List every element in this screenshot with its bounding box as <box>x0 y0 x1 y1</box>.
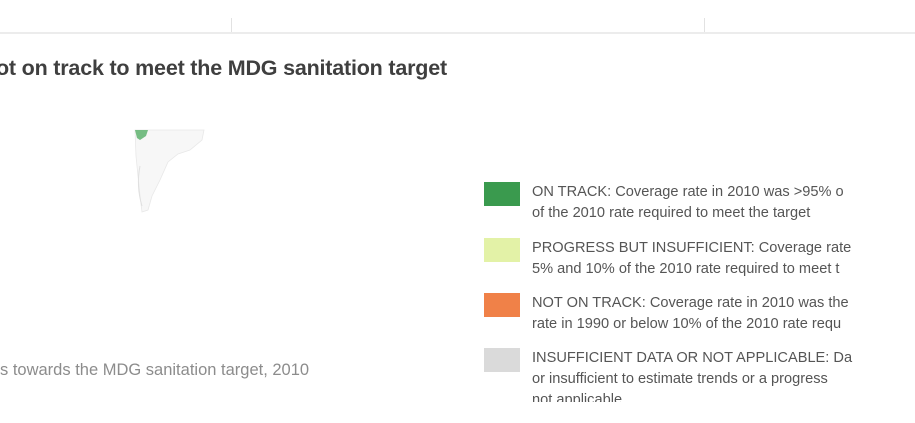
map-on-track-region <box>135 130 148 140</box>
legend-line: rate in 1990 or below 10% of the 2010 ra… <box>532 316 842 332</box>
map-coastline <box>137 165 143 207</box>
legend-line: PROGRESS BUT INSUFFICIENT: Coverage rate <box>532 240 852 256</box>
map-caption: s towards the MDG sanitation target, 201… <box>0 361 310 379</box>
header-divider-tick <box>704 18 705 32</box>
legend-line: or insufficient to estimate trends or a … <box>532 371 828 387</box>
legend-swatch-not-on-track <box>484 293 520 317</box>
legend-line: not applicable <box>532 392 623 402</box>
legend-line: ON TRACK: Coverage rate in 2010 was >95%… <box>532 184 844 200</box>
legend-swatch-insufficient-data <box>484 348 520 372</box>
legend-item-progress-insufficient: PROGRESS BUT INSUFFICIENT: Coverage rate… <box>484 236 915 282</box>
legend-line: 5% and 10% of the 2010 rate required to … <box>532 261 840 277</box>
south-america-map <box>134 129 205 213</box>
legend-swatch-on-track <box>484 182 520 206</box>
map-land <box>134 129 205 213</box>
legend-line: NOT ON TRACK: Coverage rate in 2010 was … <box>532 295 849 311</box>
legend-text: NOT ON TRACK: Coverage rate in 2010 was … <box>532 293 915 335</box>
legend-text: INSUFFICIENT DATA OR NOT APPLICABLE: Da … <box>532 348 915 402</box>
map-title: ot on track to meet the MDG sanitation t… <box>0 56 447 80</box>
legend-line: INSUFFICIENT DATA OR NOT APPLICABLE: Da <box>532 350 853 366</box>
legend-text: ON TRACK: Coverage rate in 2010 was >95%… <box>532 182 915 224</box>
header-divider <box>0 32 915 34</box>
legend-line: of the 2010 rate required to meet the ta… <box>532 205 811 221</box>
legend-item-insufficient-data: INSUFFICIENT DATA OR NOT APPLICABLE: Da … <box>484 346 915 402</box>
header-divider-tick <box>231 18 232 32</box>
legend-item-not-on-track: NOT ON TRACK: Coverage rate in 2010 was … <box>484 291 915 337</box>
legend-swatch-progress-insufficient <box>484 238 520 262</box>
legend-item-on-track: ON TRACK: Coverage rate in 2010 was >95%… <box>484 180 915 226</box>
map-legend: ON TRACK: Coverage rate in 2010 was >95%… <box>484 180 915 402</box>
legend-text: PROGRESS BUT INSUFFICIENT: Coverage rate… <box>532 238 915 280</box>
